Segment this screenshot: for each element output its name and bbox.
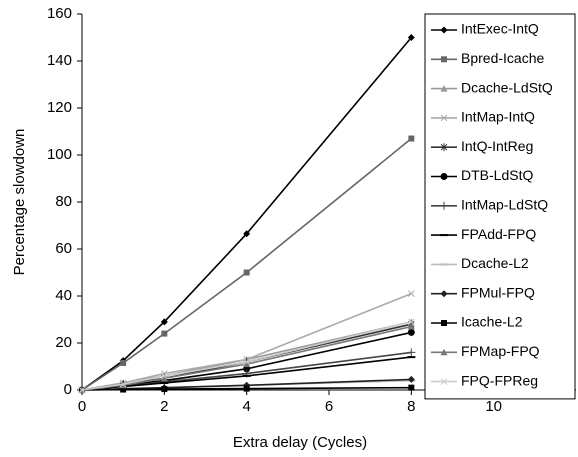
- marker: [243, 269, 250, 276]
- legend-label: FPAdd-FPQ: [461, 226, 536, 242]
- marker: [440, 290, 448, 298]
- marker: [243, 385, 250, 392]
- y-tick-label: 60: [55, 240, 72, 257]
- y-tick-label: 120: [47, 99, 72, 116]
- marker: [243, 230, 251, 238]
- marker: [440, 114, 448, 122]
- x-tick-label: 6: [325, 398, 333, 415]
- series-line: [81, 321, 412, 391]
- legend-label: FPMul-FPQ: [461, 284, 535, 300]
- marker: [441, 56, 447, 63]
- marker: [440, 143, 448, 152]
- marker: [243, 358, 251, 366]
- y-tick-label: 80: [55, 193, 72, 210]
- legend-label: IntMap-IntQ: [461, 109, 535, 125]
- marker: [120, 359, 127, 366]
- marker: [408, 135, 415, 142]
- x-tick-label: 4: [242, 398, 250, 415]
- marker: [407, 318, 415, 326]
- marker: [407, 375, 415, 383]
- legend-label: DTB-LdStQ: [461, 167, 533, 183]
- legend-label: IntExec-IntQ: [461, 21, 539, 37]
- y-tick-label: 100: [47, 146, 72, 163]
- legend-label: Dcache-L2: [461, 255, 529, 271]
- marker: [407, 348, 416, 357]
- y-tick-label: 160: [47, 5, 72, 22]
- marker: [119, 380, 127, 388]
- marker: [407, 290, 415, 298]
- marker: [243, 360, 251, 368]
- marker: [407, 34, 415, 41]
- x-tick-label: 8: [407, 398, 415, 415]
- marker: [440, 348, 448, 356]
- marker: [440, 378, 448, 385]
- y-tick-label: 40: [55, 287, 72, 304]
- marker: [440, 173, 448, 180]
- y-tick-label: 0: [64, 381, 72, 398]
- marker: [407, 328, 415, 336]
- marker: [440, 201, 448, 210]
- marker: [408, 384, 415, 391]
- marker: [160, 374, 168, 382]
- x-axis-title: Extra delay (Cycles): [233, 434, 367, 451]
- x-tick-label: 10: [485, 398, 502, 415]
- x-tick-label: 2: [160, 398, 168, 415]
- y-axis-title: Percentage slowdown: [11, 129, 28, 276]
- x-tick-label: 0: [78, 398, 86, 415]
- marker: [78, 386, 86, 394]
- legend-label: IntMap-LdStQ: [461, 197, 548, 213]
- marker: [161, 386, 168, 393]
- marker: [161, 330, 168, 337]
- marker: [119, 381, 127, 389]
- marker: [160, 372, 168, 380]
- marker: [441, 320, 447, 326]
- legend-label: Icache-L2: [461, 314, 523, 330]
- y-tick-label: 140: [47, 52, 72, 69]
- marker: [440, 26, 448, 34]
- marker: [160, 318, 168, 326]
- legend-label: FPQ-FPReg: [461, 372, 538, 388]
- legend-label: FPMap-FPQ: [461, 343, 540, 359]
- legend-label: IntQ-IntReg: [461, 138, 533, 154]
- marker: [440, 85, 448, 92]
- legend-label: Dcache-LdStQ: [461, 79, 553, 95]
- y-tick-label: 20: [55, 334, 72, 351]
- marker: [407, 323, 415, 330]
- legend-label: Bpred-Icache: [461, 50, 544, 66]
- marker: [120, 386, 127, 393]
- series-line: [81, 321, 412, 391]
